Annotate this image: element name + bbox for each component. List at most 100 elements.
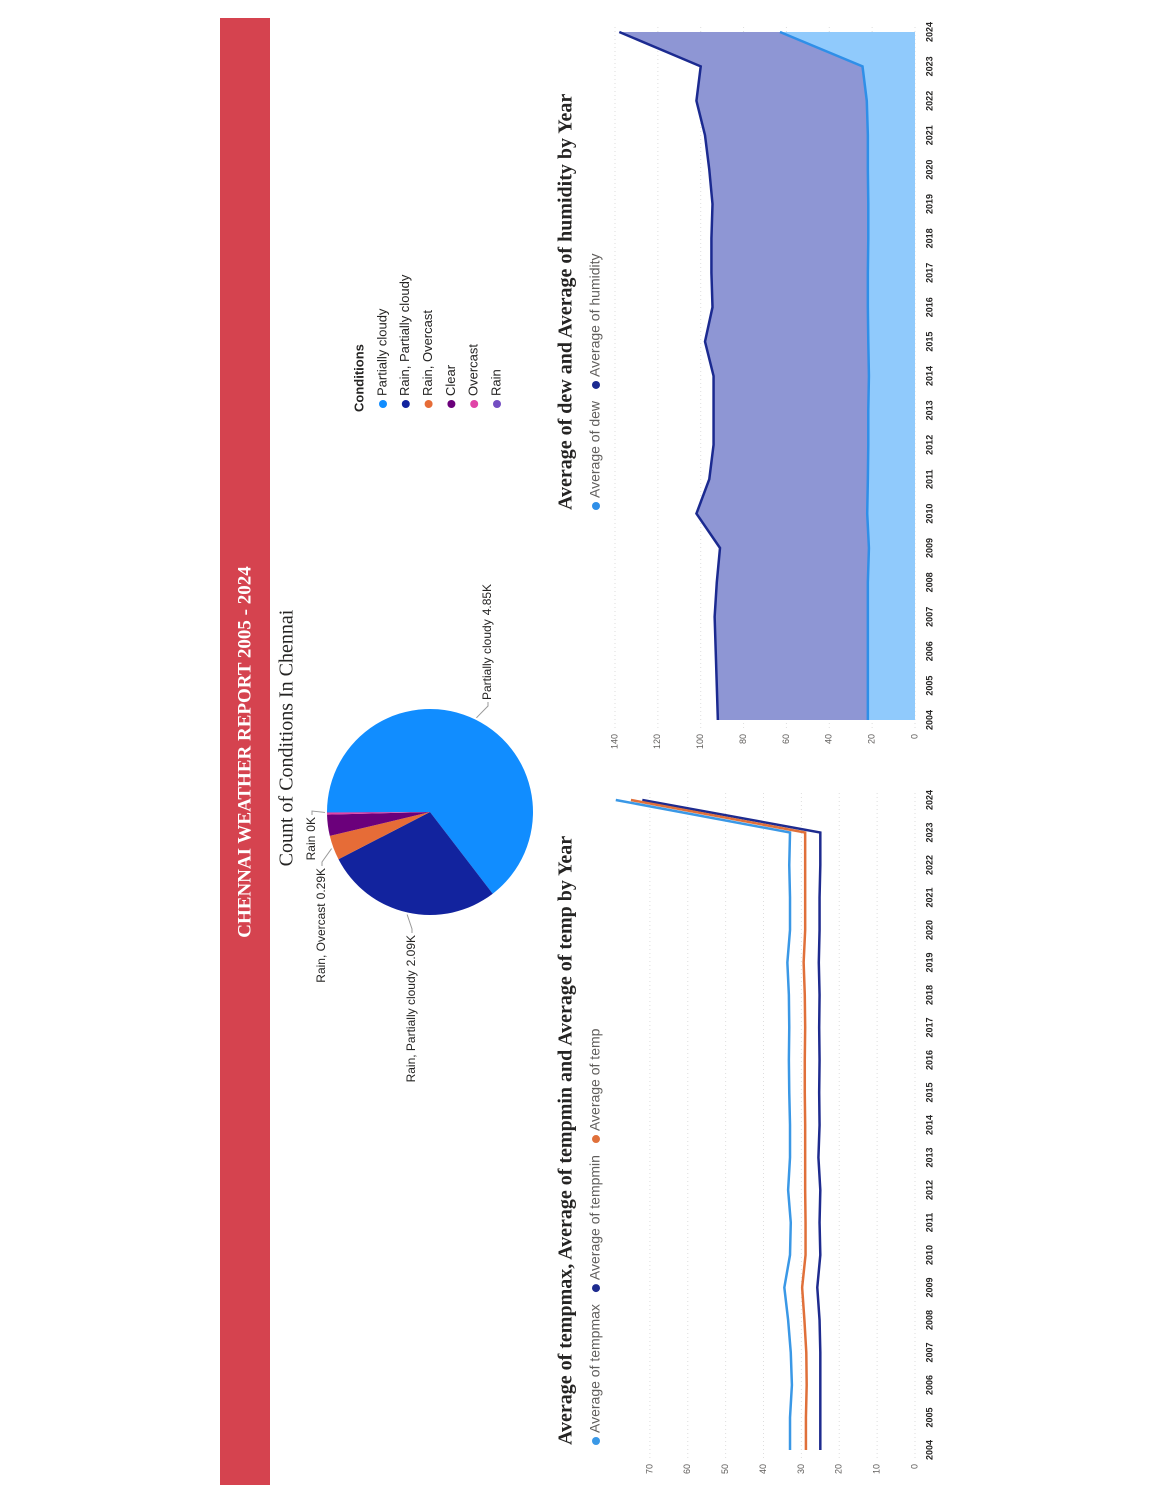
legend-marker [424,400,433,408]
legend-marker [592,380,600,389]
pie-slice [327,709,533,894]
x-tick-label: 2013 [924,400,934,420]
legend-marker [401,400,410,408]
y-tick-label: 120 [652,734,662,749]
legend-label: Partially cloudy [374,308,389,396]
x-tick-label: 2017 [924,1017,934,1037]
legend-label: Average of humidity [587,253,603,376]
x-tick-label: 2024 [924,22,934,42]
y-tick-label: 40 [824,734,834,744]
legend-marker [592,1135,600,1144]
x-tick-label: 2016 [924,297,934,317]
x-tick-label: 2006 [924,641,934,661]
x-tick-label: 2022 [924,91,934,111]
line [642,798,822,1450]
legend-label: Average of temp [587,1028,603,1131]
data-label-category: Rain, Overcast [314,903,328,983]
x-tick-label: 2020 [924,920,934,940]
data-label: Rain 0K [304,817,318,860]
legend-title: Conditions [351,344,366,412]
report-title: CHENNAI WEATHER REPORT 2005 - 2024 [234,566,255,938]
x-tick-label: 2006 [924,1375,934,1395]
pie-slice [327,812,430,815]
area-line [779,30,871,720]
chart-title: Average of dew and Average of humidity b… [555,94,577,510]
line [630,798,808,1450]
y-tick-label: 70 [644,1464,654,1474]
x-tick-label: 2008 [924,572,934,592]
y-tick-label: 100 [695,734,705,749]
x-tick-label: 2005 [924,1407,934,1427]
legend-label: Average of tempmax [587,1304,603,1433]
chart-title: Average of tempmax, Average of tempmin a… [555,836,577,1445]
y-tick-label: 60 [682,1464,692,1474]
x-tick-label: 2022 [924,855,934,875]
legend-marker [592,1437,600,1445]
x-tick-label: 2011 [924,469,934,489]
leader-line [311,810,326,815]
data-label-value: 4.85K [480,584,494,615]
data-label-value: 0K [304,817,318,832]
leader-line [476,702,489,719]
data-label-value: 2.09K [404,935,418,966]
legend-marker [592,1284,600,1293]
y-tick-label: 50 [720,1464,730,1474]
data-label: Partially cloudy 4.85K [480,584,494,700]
y-tick-label: 60 [781,734,791,744]
data-label-category: Rain, Partially cloudy [404,970,418,1082]
x-tick-label: 2010 [924,504,934,524]
y-tick-label: 10 [872,1464,882,1474]
area [619,32,915,720]
data-label: Rain, Overcast 0.29K [314,868,328,983]
y-tick-label: 140 [609,734,619,749]
legend-label: Rain, Partially cloudy [397,274,412,396]
x-tick-label: 2014 [924,1115,934,1135]
pie-slice [327,812,430,836]
y-tick-label: 30 [796,1464,806,1474]
x-tick-label: 2012 [924,435,934,455]
data-label: Rain, Partially cloudy 2.09K [404,935,418,1082]
x-tick-label: 2014 [924,366,934,386]
y-tick-label: 40 [758,1464,768,1474]
x-tick-label: 2012 [924,1180,934,1200]
x-tick-label: 2007 [924,1342,934,1362]
data-label-category: Partially cloudy [480,619,494,700]
x-tick-label: 2021 [924,125,934,145]
legend-label: Rain [488,369,503,396]
x-tick-label: 2023 [924,56,934,76]
area-line [618,30,722,721]
legend-marker [493,400,501,408]
x-tick-label: 2017 [924,263,934,283]
legend-label: Rain, Overcast [420,310,435,396]
legend-marker [379,400,387,408]
chart-title: Count of Conditions In Chennai [276,609,298,866]
x-tick-label: 2015 [924,332,934,352]
y-tick-label: 20 [867,734,877,744]
legend-marker [470,400,479,408]
x-tick-label: 2019 [924,952,934,972]
title-bar [220,18,270,1485]
y-tick-label: 80 [738,734,748,744]
x-tick-label: 2015 [924,1082,934,1102]
x-tick-label: 2013 [924,1147,934,1167]
data-label-value: 0.29K [314,868,328,899]
line [615,798,794,1450]
y-tick-label: 0 [909,734,919,739]
x-tick-label: 2018 [924,228,934,248]
y-tick-label: 0 [909,1464,919,1469]
x-tick-label: 2024 [924,790,934,810]
x-tick-label: 2004 [924,1440,934,1460]
leader-line [406,914,413,933]
pie-slice [329,812,430,860]
leader-line [321,848,332,866]
legend-label: Average of dew [587,400,603,498]
x-tick-label: 2004 [924,710,934,730]
pie-slice [327,812,430,813]
y-tick-label: 20 [834,1464,844,1474]
area [780,32,915,720]
x-tick-label: 2008 [924,1310,934,1330]
x-tick-label: 2016 [924,1050,934,1070]
